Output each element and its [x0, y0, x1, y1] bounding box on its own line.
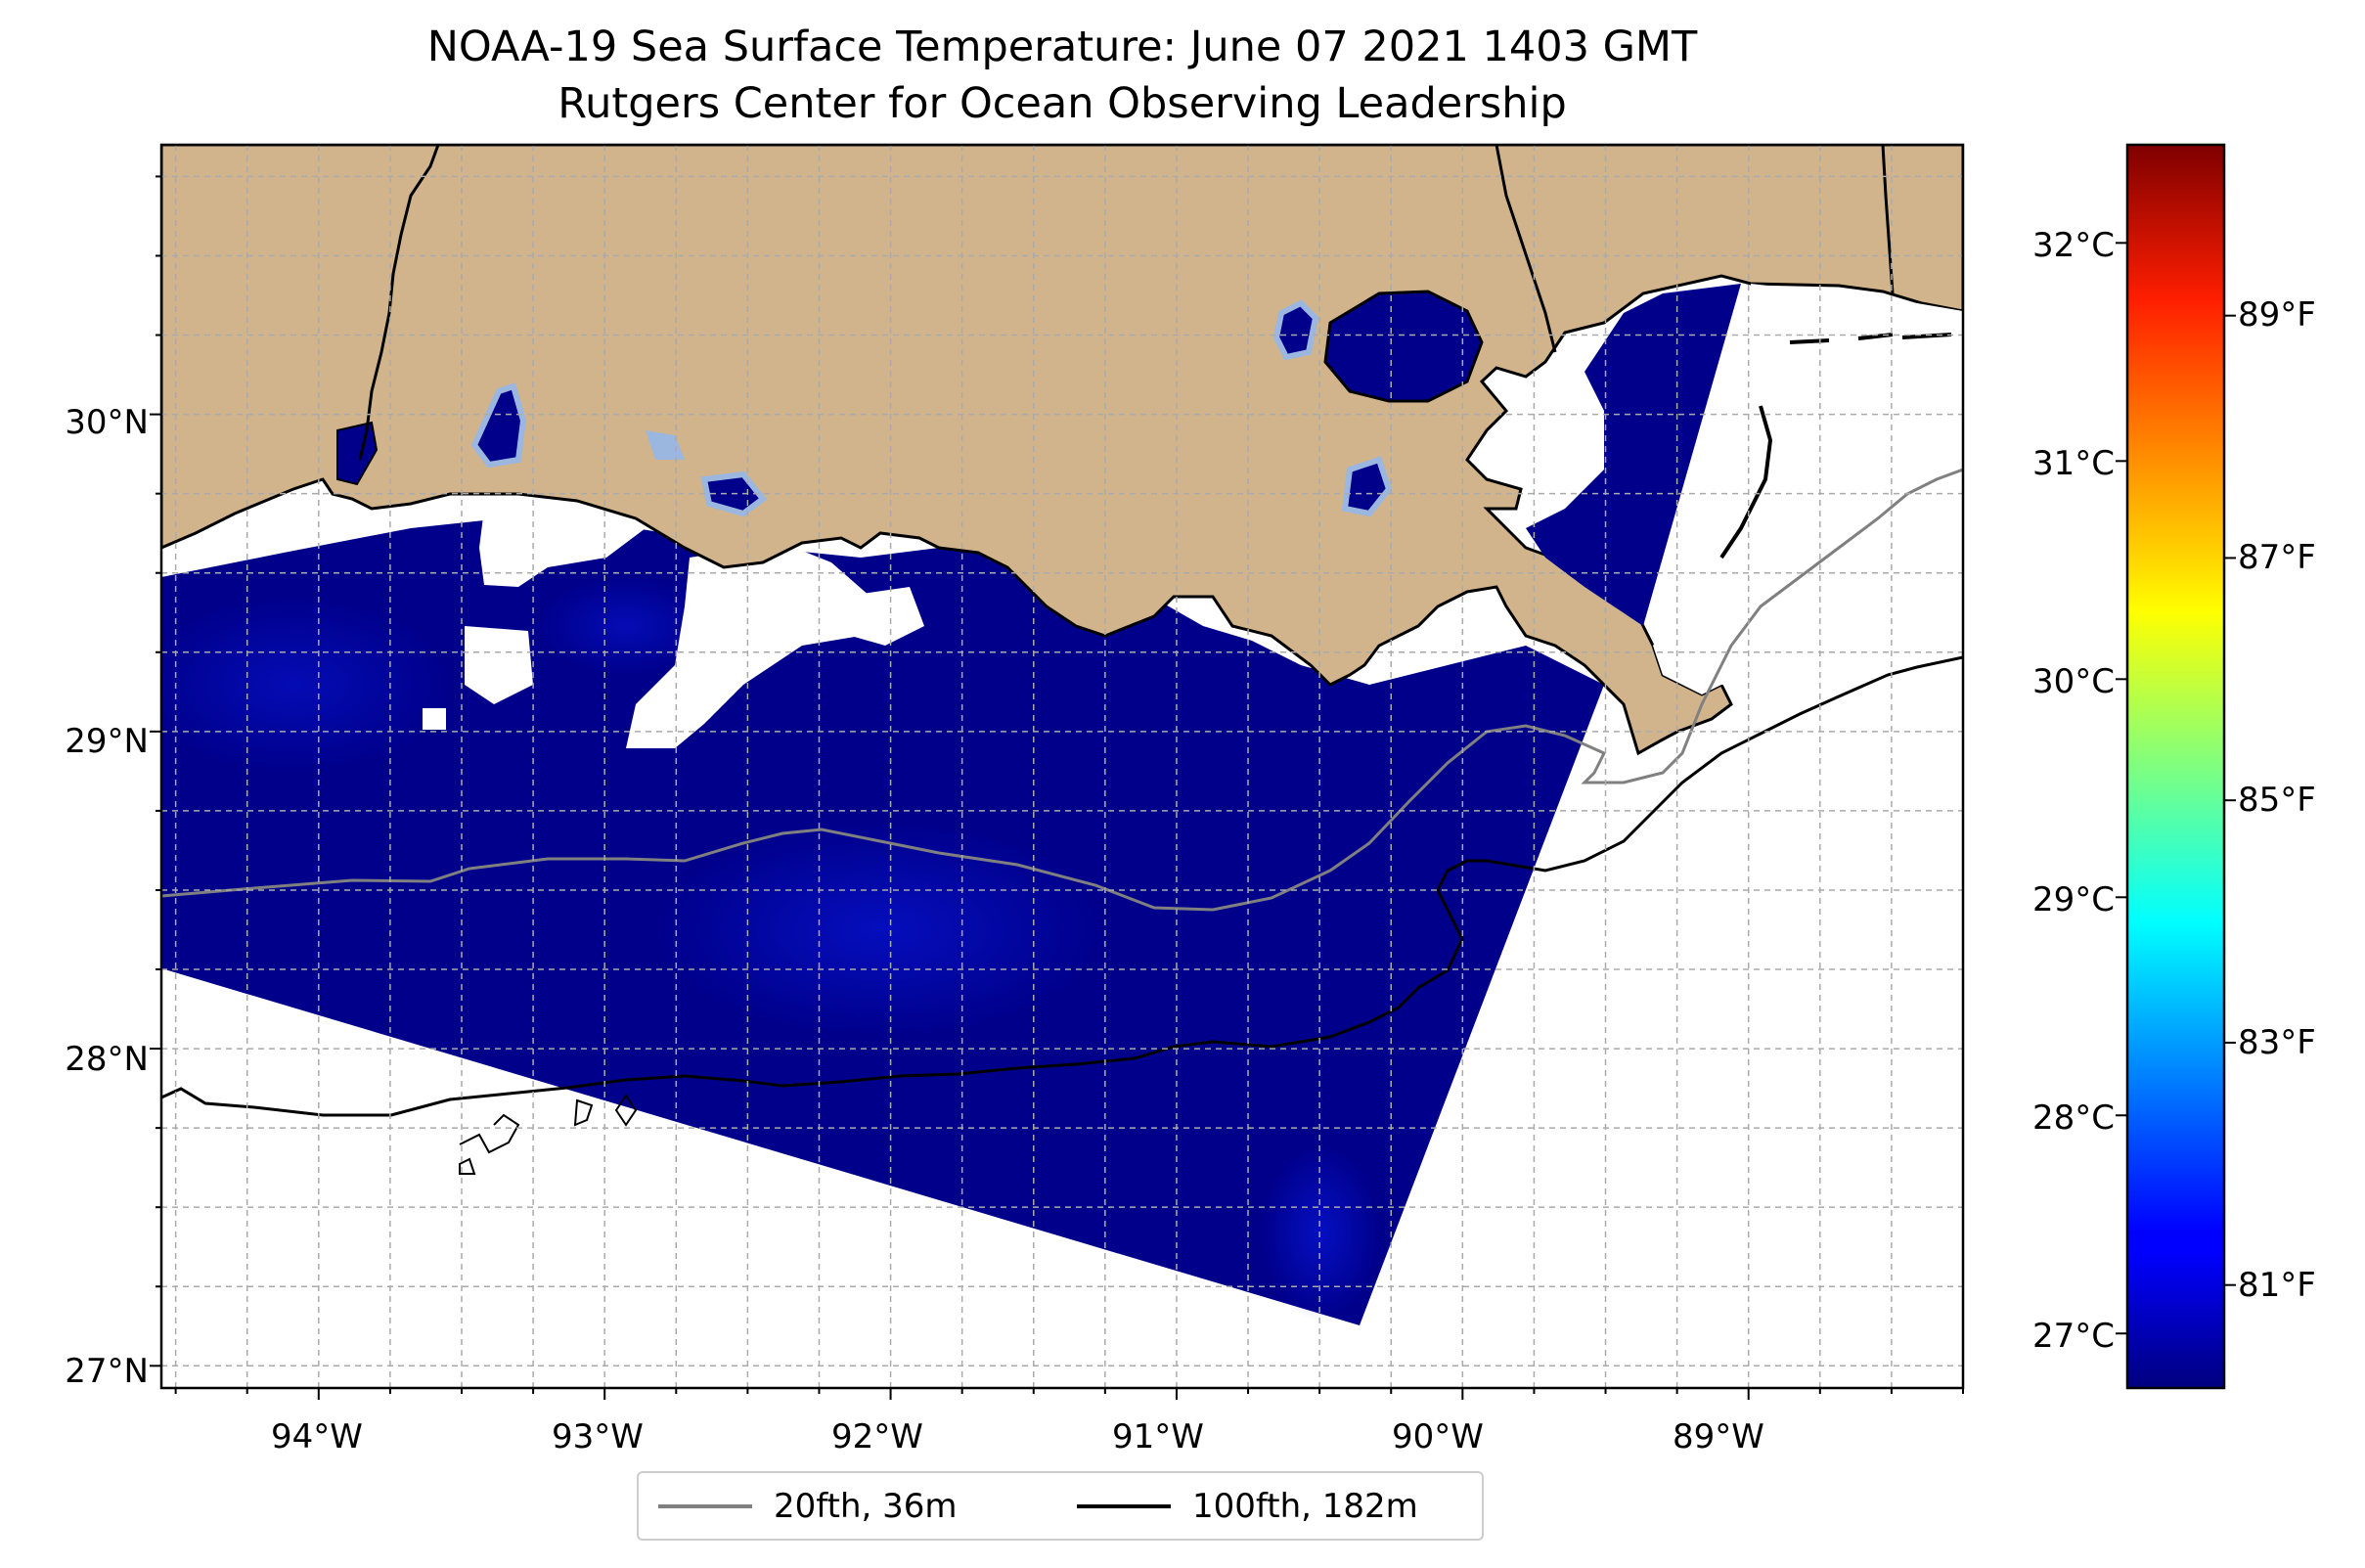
lat-tick-label: 28°N [65, 1040, 149, 1079]
fahrenheit-tick-label: 83°F [2238, 1023, 2316, 1062]
isobath-20fth [161, 468, 1963, 912]
lat-gridlines [161, 175, 1963, 1367]
warm-patch [161, 597, 450, 773]
map-frame [159, 143, 1965, 1390]
lat-tick-label: 29°N [65, 722, 149, 761]
colorbar-celsius-labels: 27°C 28°C 29°C 30°C 31°C 32°C [2032, 226, 2115, 1356]
lat-tick-label: 27°N [65, 1352, 149, 1391]
inland-lake [336, 421, 379, 486]
inland-lake [1341, 456, 1393, 517]
lon-tick-label: 89°W [1673, 1417, 1764, 1456]
lon-tick-label: 92°W [831, 1417, 923, 1456]
lon-gridlines [174, 145, 1963, 1388]
isobath-100fth [459, 1094, 638, 1175]
lat-axis: 27°N 28°N 29°N 30°N [65, 403, 149, 1391]
map-area [161, 145, 1963, 1388]
legend-label: 20fth, 36m [774, 1486, 958, 1526]
fahrenheit-tick-label: 85°F [2238, 781, 2316, 820]
cloud-gap [465, 626, 533, 704]
delta-sst [1526, 284, 1741, 626]
map-tick-marks [150, 175, 1964, 1400]
celsius-tick-label: 28°C [2032, 1098, 2115, 1138]
isobath-100fth [161, 655, 1963, 1117]
celsius-tick-label: 31°C [2032, 444, 2115, 483]
lon-axis: 94°W 93°W 92°W 91°W 90°W 89°W [271, 1417, 1764, 1456]
colorbar-tick-marks [2116, 242, 2236, 1335]
isobath-legend: 20fth, 36m 100fth, 182m [637, 1471, 1484, 1541]
warm-patch [655, 822, 1105, 1037]
inland-lake [646, 430, 685, 460]
celsius-tick-label: 30°C [2032, 662, 2115, 701]
celsius-tick-label: 27°C [2032, 1317, 2115, 1356]
cloud-gap [423, 708, 446, 730]
warm-patch [538, 577, 714, 675]
land-mainland [161, 145, 1963, 756]
map-title: NOAA-19 Sea Surface Temperature: June 07… [426, 22, 1698, 71]
cloud-gap [841, 587, 924, 646]
lon-tick-label: 90°W [1392, 1417, 1484, 1456]
map-subtitle: Rutgers Center for Ocean Observing Leade… [558, 79, 1567, 128]
colorbar [2125, 143, 2226, 1390]
fahrenheit-tick-label: 81°F [2238, 1266, 2316, 1305]
legend-line-gray [658, 1503, 752, 1508]
chandeleur-islands [1719, 333, 1952, 560]
legend-label: 100fth, 182m [1192, 1486, 1418, 1526]
warm-patch [1262, 1144, 1379, 1321]
celsius-tick-label: 32°C [2032, 226, 2115, 265]
fahrenheit-tick-label: 87°F [2238, 538, 2316, 577]
celsius-tick-label: 29°C [2032, 880, 2115, 919]
cloud-gap [479, 499, 646, 587]
colorbar-fahrenheit-labels: 81°F 83°F 85°F 87°F 89°F [2238, 295, 2316, 1305]
lon-tick-label: 94°W [271, 1417, 363, 1456]
lake-pontchartrain [1323, 290, 1484, 403]
legend-item-20fth: 20fth, 36m [658, 1473, 958, 1539]
lake-maurepas [1272, 299, 1319, 361]
fahrenheit-tick-label: 89°F [2238, 295, 2316, 335]
delta-water [1653, 284, 1963, 694]
legend-item-100fth: 100fth, 182m [1077, 1473, 1418, 1539]
lon-tick-label: 91°W [1112, 1417, 1204, 1456]
lon-tick-label: 93°W [552, 1417, 644, 1456]
state-border [358, 145, 1895, 461]
inland-lake [470, 382, 527, 469]
lat-tick-label: 30°N [65, 403, 149, 442]
legend-line-black [1077, 1503, 1171, 1508]
